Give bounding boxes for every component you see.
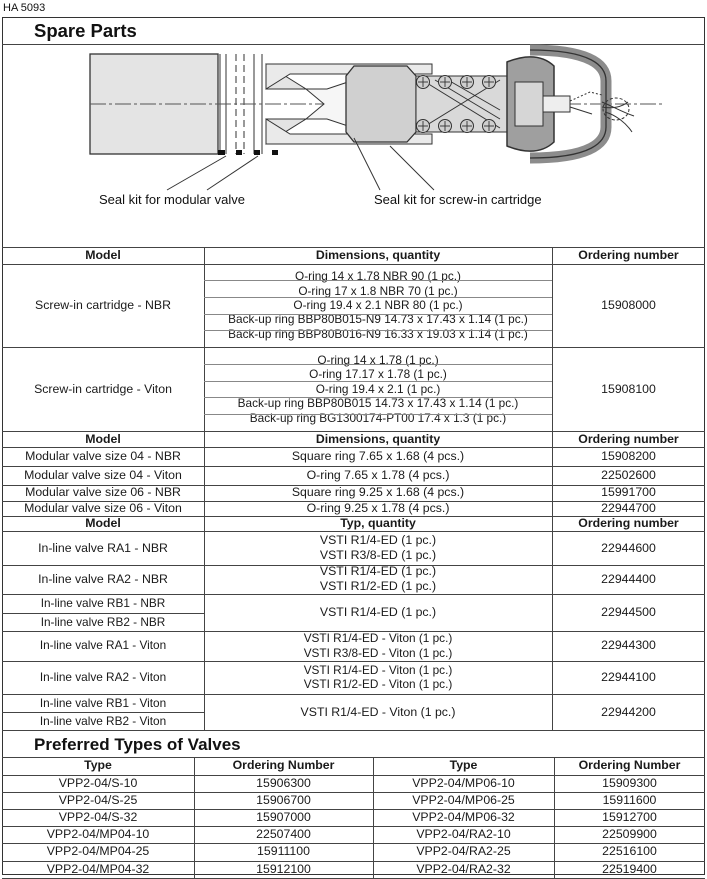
svg-text:Seal kit for screw-in cartridg: Seal kit for screw-in cartridge [374, 192, 542, 207]
svg-text:Seal kit for modular valve: Seal kit for modular valve [99, 192, 245, 207]
